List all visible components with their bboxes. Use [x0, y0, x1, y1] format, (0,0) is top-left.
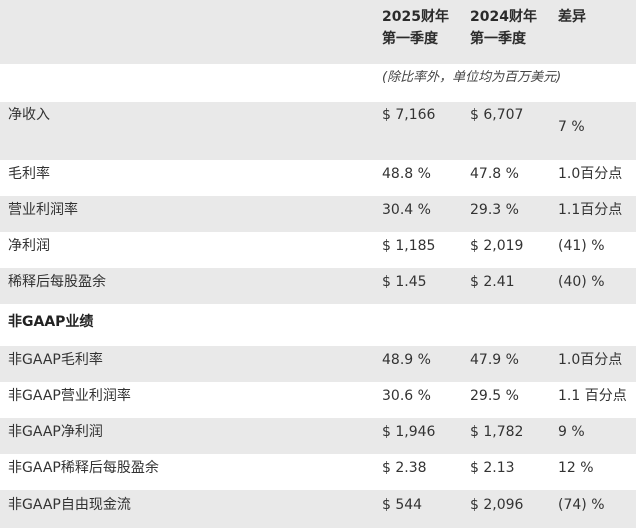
section-title: 非GAAP业绩	[8, 314, 94, 330]
row-value-2024: 47.8 %	[470, 166, 519, 182]
row-value-2024: $ 1,782	[470, 424, 524, 440]
row-label: 净利润	[8, 238, 50, 254]
table-header: 2025财年 第一季度 2024财年 第一季度 差异	[0, 0, 636, 64]
row-value-2024: 47.9 %	[470, 352, 519, 368]
row-label: 非GAAP稀释后每股盈余	[8, 460, 159, 476]
row-label: 非GAAP营业利润率	[8, 388, 131, 404]
header-col-2024-line1: 2024财年	[470, 9, 537, 25]
row-label: 毛利率	[8, 166, 50, 182]
header-col-2024-line2: 第一季度	[470, 31, 526, 47]
row-diff: (74) %	[558, 497, 605, 513]
row-diff: 7 %	[558, 119, 585, 135]
table-row: 净利润 $ 1,185 $ 2,019 (41) %	[0, 232, 636, 268]
table-row: 非GAAP毛利率 48.9 % 47.9 % 1.0百分点	[0, 346, 636, 382]
row-value-2024: $ 2.13	[470, 460, 515, 476]
header-col-2025-line2: 第一季度	[382, 31, 438, 47]
row-value-2024: $ 2.41	[470, 274, 515, 290]
row-value-2025: $ 1,185	[382, 238, 436, 254]
row-value-2024: 29.5 %	[470, 388, 519, 404]
row-value-2025: 48.8 %	[382, 166, 431, 182]
row-value-2025: $ 544	[382, 497, 423, 513]
row-value-2024: $ 6,707	[470, 107, 524, 123]
header-col-diff: 差异	[558, 9, 586, 25]
row-value-2025: $ 1.45	[382, 274, 427, 290]
table-row: 非GAAP稀释后每股盈余 $ 2.38 $ 2.13 12 %	[0, 454, 636, 490]
row-value-2025: 48.9 %	[382, 352, 431, 368]
row-value-2025: $ 1,946	[382, 424, 436, 440]
unit-note-row: (除比率外，单位均为百万美元)	[0, 64, 636, 100]
row-value-2025: 30.6 %	[382, 388, 431, 404]
row-label: 营业利润率	[8, 202, 78, 218]
row-diff: 1.0百分点	[558, 352, 623, 368]
table-row: 净收入 $ 7,166 $ 6,707 7 %	[0, 102, 636, 160]
row-value-2024: 29.3 %	[470, 202, 519, 218]
row-label: 非GAAP净利润	[8, 424, 103, 440]
row-label: 净收入	[8, 107, 50, 123]
row-diff: 1.1百分点	[558, 202, 623, 218]
table-row: 非GAAP营业利润率 30.6 % 29.5 % 1.1 百分点	[0, 382, 636, 418]
table-row: 稀释后每股盈余 $ 1.45 $ 2.41 (40) %	[0, 268, 636, 304]
row-diff: (41) %	[558, 238, 605, 254]
header-col-2025-line1: 2025财年	[382, 9, 449, 25]
row-diff: (40) %	[558, 274, 605, 290]
row-value-2024: $ 2,019	[470, 238, 524, 254]
table-row: 非GAAP净利润 $ 1,946 $ 1,782 9 %	[0, 418, 636, 454]
unit-note: (除比率外，单位均为百万美元)	[382, 70, 562, 85]
row-diff: 9 %	[558, 424, 585, 440]
row-diff: 1.0百分点	[558, 166, 623, 182]
row-value-2025: $ 7,166	[382, 107, 436, 123]
row-diff: 12 %	[558, 460, 594, 476]
row-label: 稀释后每股盈余	[8, 274, 106, 290]
row-value-2024: $ 2,096	[470, 497, 524, 513]
table-row: 非GAAP自由现金流 $ 544 $ 2,096 (74) %	[0, 490, 636, 528]
section-header-row: 非GAAP业绩	[0, 304, 636, 344]
table-row: 营业利润率 30.4 % 29.3 % 1.1百分点	[0, 196, 636, 232]
row-label: 非GAAP自由现金流	[8, 497, 131, 513]
row-label: 非GAAP毛利率	[8, 352, 103, 368]
row-value-2025: 30.4 %	[382, 202, 431, 218]
row-value-2025: $ 2.38	[382, 460, 427, 476]
row-diff: 1.1 百分点	[558, 388, 627, 404]
table-row: 毛利率 48.8 % 47.8 % 1.0百分点	[0, 160, 636, 196]
